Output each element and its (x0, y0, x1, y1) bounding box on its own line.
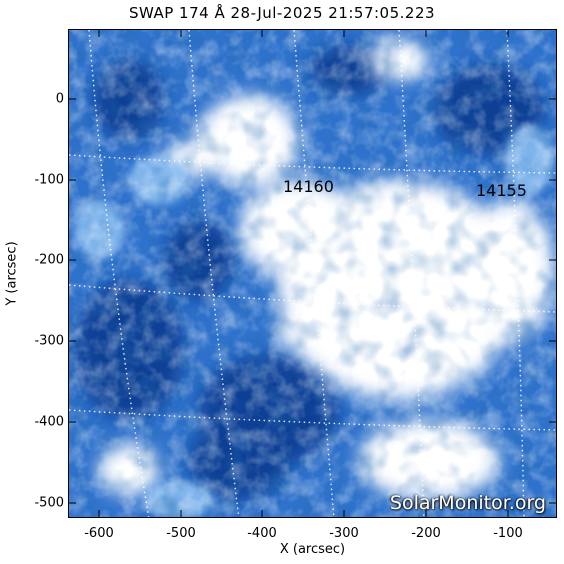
solar-image (68, 29, 557, 518)
image-title: SWAP 174 Å 28-Jul-2025 21:57:05.223 (128, 4, 436, 22)
y-tick-label: -200 (34, 252, 64, 268)
x-tick-label: -600 (84, 526, 114, 541)
x-axis-label: X (arcsec) (279, 542, 346, 557)
y-axis-label: Y (arcsec) (4, 241, 20, 306)
y-tick-label: -400 (34, 414, 64, 430)
y-tick-label: -500 (34, 495, 64, 511)
x-tick-label: -200 (411, 526, 441, 541)
x-tick-label: -100 (493, 526, 523, 541)
y-tick-label: -300 (34, 333, 64, 349)
watermark: SolarMonitor.org (389, 492, 546, 514)
x-tick-label: -300 (329, 526, 359, 541)
y-tick-label: 0 (55, 91, 64, 107)
x-tick-label: -400 (247, 526, 277, 541)
active-region-label: 14160 (283, 177, 334, 196)
solar-euv-image (69, 30, 556, 517)
active-region-label: 14155 (476, 181, 527, 200)
x-tick-label: -500 (166, 526, 196, 541)
y-tick-label: -100 (34, 172, 64, 188)
